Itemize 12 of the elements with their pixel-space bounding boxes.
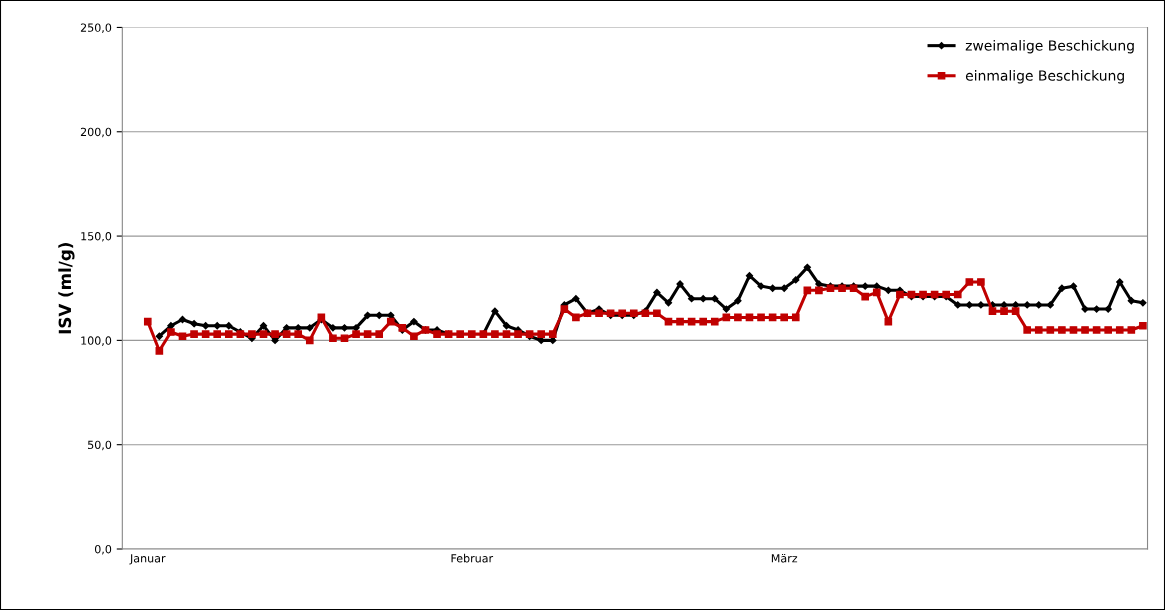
x-tick-label: Januar [129, 554, 166, 565]
y-tick-label: 100,0 [81, 336, 112, 346]
y-tick-label: 50,0 [88, 440, 112, 451]
y-tick-label: 0,0 [94, 544, 112, 555]
y-tick-label: 250,0 [80, 23, 112, 33]
legend-label: zweimalige Beschickung [965, 39, 1134, 54]
y-tick-label: 150,0 [81, 232, 112, 242]
x-tick-label: Februar [451, 553, 494, 563]
y-tick-label: 200,0 [80, 127, 112, 138]
x-tick-label: März [771, 553, 798, 563]
y-axis-title: ISV (ml/g) [58, 243, 75, 334]
legend-label: einmalige Beschickung [965, 70, 1124, 84]
